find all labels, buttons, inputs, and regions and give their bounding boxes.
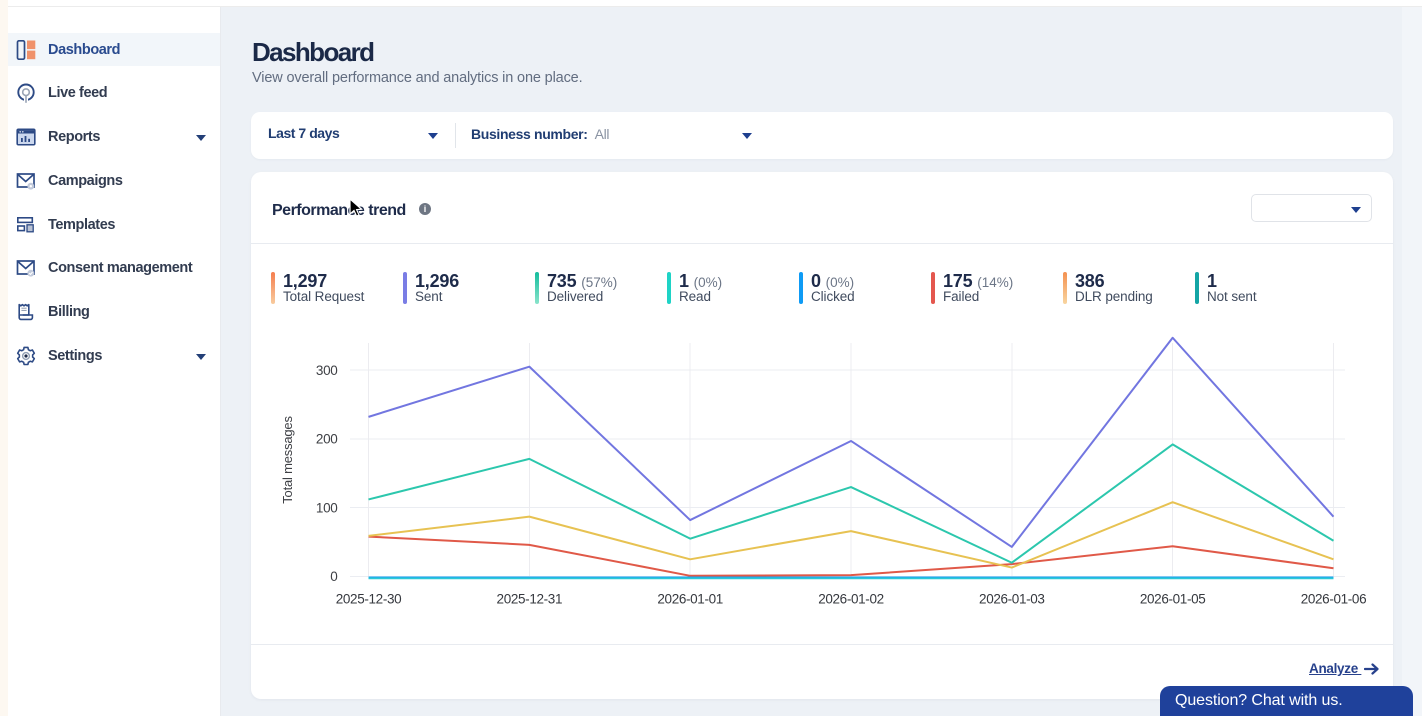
svg-text:2026-01-02: 2026-01-02 [818,592,884,607]
svg-text:2025-12-31: 2025-12-31 [497,592,563,607]
svg-text:100: 100 [316,500,338,515]
svg-text:200: 200 [316,432,338,447]
svg-text:2026-01-06: 2026-01-06 [1301,592,1367,607]
svg-text:2026-01-03: 2026-01-03 [979,592,1045,607]
svg-text:300: 300 [316,363,338,378]
svg-text:Total messages: Total messages [280,416,295,504]
svg-text:2025-12-30: 2025-12-30 [336,592,402,607]
svg-text:0: 0 [330,569,337,584]
svg-text:2026-01-05: 2026-01-05 [1140,592,1206,607]
svg-text:2026-01-01: 2026-01-01 [657,592,723,607]
